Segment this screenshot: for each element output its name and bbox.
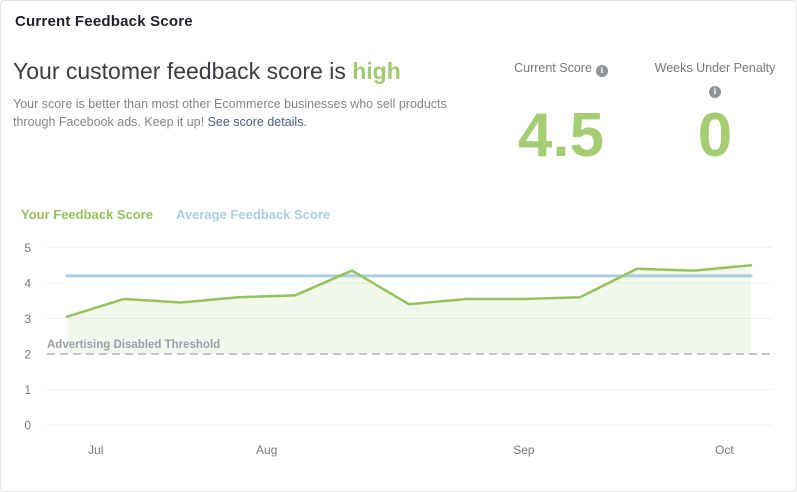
- weeks-under-penalty-label: Weeks Under Penalty: [654, 61, 776, 75]
- score-status-badge: high: [352, 58, 401, 84]
- info-icon[interactable]: [709, 85, 721, 98]
- x-axis-tick-label: Aug: [256, 443, 277, 457]
- description-line-2: through Facebook ads. Keep it up!: [13, 114, 208, 129]
- x-axis-tick-label: Jul: [88, 443, 103, 457]
- threshold-label: Advertising Disabled Threshold: [47, 339, 220, 351]
- y-axis-tick-label: 5: [24, 241, 31, 255]
- current-score-stat: Current Score 4.5: [496, 59, 626, 169]
- feedback-score-chart: 0 1 2 3 4 5 Advertising Disabled Threshold Jul A…: [24, 241, 772, 457]
- y-axis-tick-label: 4: [24, 277, 31, 291]
- headline-prefix: Your customer feedback score is: [13, 58, 353, 84]
- legend-average-feedback-score[interactable]: Average Feedback Score: [175, 207, 331, 222]
- y-axis-tick-label: 2: [24, 348, 31, 362]
- current-score-label: Current Score: [514, 61, 592, 75]
- description-line-1: Your score is better than most other Eco…: [13, 97, 447, 111]
- score-area-fill: [67, 265, 751, 354]
- legend-your-feedback-score[interactable]: Your Feedback Score: [21, 207, 153, 222]
- card-title: Current Feedback Score: [15, 13, 193, 30]
- x-axis-tick-label: Sep: [513, 443, 535, 457]
- your-feedback-score-line: [65, 264, 753, 318]
- y-axis-tick-label: 1: [24, 383, 31, 397]
- y-axis-tick-label: 3: [24, 312, 31, 326]
- score-description: Your score is better than most other Eco…: [13, 96, 447, 131]
- current-score-value: 4.5: [517, 101, 605, 170]
- weeks-under-penalty-stat: Weeks Under Penalty 0: [651, 59, 779, 169]
- headline: Your customer feedback score is high: [13, 58, 401, 85]
- y-axis-tick-label: 0: [24, 419, 31, 433]
- weeks-under-penalty-value: 0: [697, 101, 733, 170]
- info-icon[interactable]: [595, 64, 608, 77]
- chart-legend: Your Feedback Score Average Feedback Sco…: [21, 207, 330, 222]
- x-axis-tick-label: Oct: [715, 443, 734, 457]
- see-score-details-link[interactable]: See score details.: [207, 114, 307, 129]
